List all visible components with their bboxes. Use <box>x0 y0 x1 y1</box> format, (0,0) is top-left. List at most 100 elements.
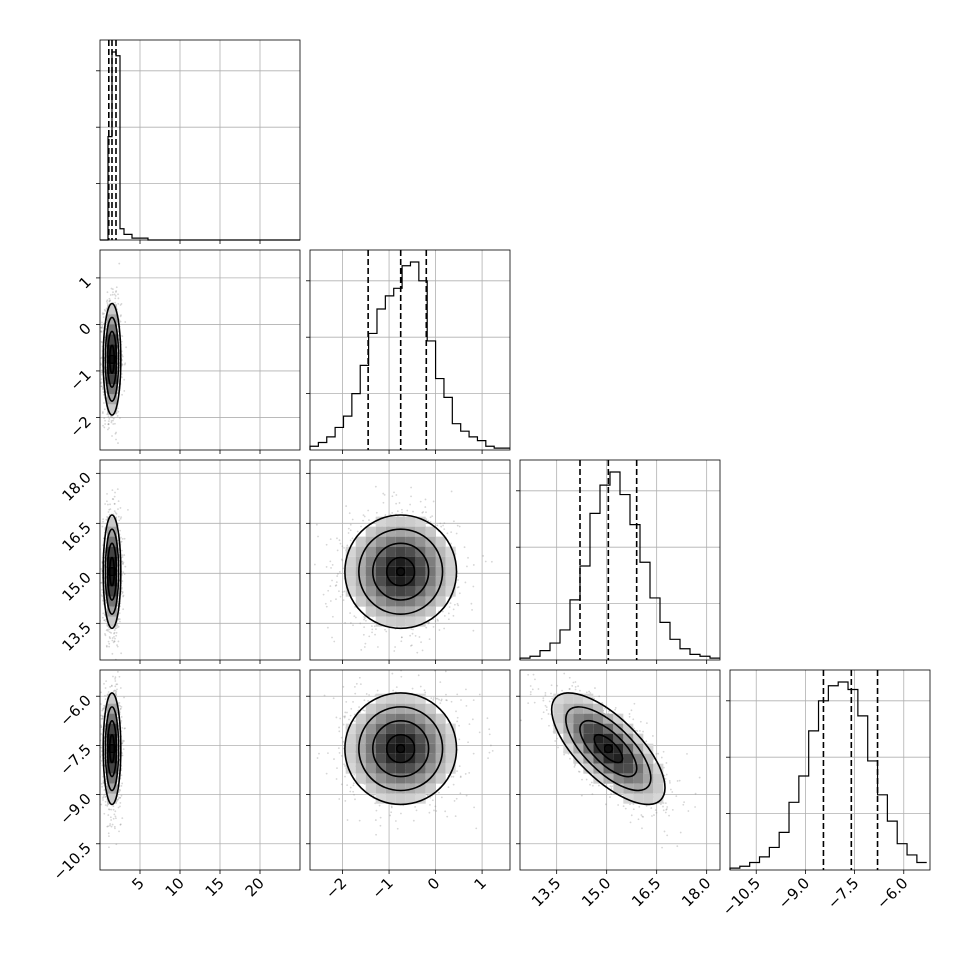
scatter-point <box>101 525 104 528</box>
scatter-point <box>101 369 103 372</box>
density-cell <box>107 404 117 415</box>
scatter-point <box>334 584 337 587</box>
density-cell <box>385 586 396 597</box>
scatter-point <box>108 427 110 429</box>
scatter-point <box>410 486 413 489</box>
scatter-point <box>472 585 475 588</box>
scatter-point <box>452 614 455 617</box>
scatter-point <box>416 651 419 654</box>
scatter-point <box>101 717 104 720</box>
scatter-point <box>400 508 403 511</box>
scatter-point <box>115 627 118 630</box>
density-cell <box>107 606 117 617</box>
density-cell <box>405 566 416 577</box>
density-cell <box>385 606 396 617</box>
scatter-point <box>122 571 125 574</box>
scatter-point <box>102 518 105 521</box>
scatter-point <box>114 691 117 694</box>
scatter-point <box>438 629 441 631</box>
diag-panel-2 <box>516 459 721 661</box>
scatter-point <box>119 507 122 509</box>
scatter-point <box>115 631 118 634</box>
density-cell <box>107 536 117 547</box>
scatter-point <box>114 637 116 640</box>
scatter-point <box>119 417 121 419</box>
scatter-point <box>105 629 108 632</box>
scatter-point <box>119 823 122 826</box>
density-cell <box>425 606 436 617</box>
scatter-point <box>106 291 109 294</box>
scatter-point <box>100 330 103 332</box>
scatter-point <box>116 798 119 801</box>
scatter-point <box>121 560 123 563</box>
density-cell <box>445 556 456 567</box>
scatter-point <box>336 572 339 575</box>
density-cell <box>395 546 406 557</box>
scatter-point <box>346 544 349 547</box>
scatter-point <box>119 620 121 623</box>
scatter-point <box>114 422 116 425</box>
density-cell <box>107 354 117 365</box>
scatter-point <box>105 537 108 540</box>
scatter-point <box>406 668 408 670</box>
scatter-point <box>113 629 116 632</box>
scatter-point <box>391 511 394 514</box>
scatter-point <box>113 502 116 505</box>
scatter-point <box>121 817 124 820</box>
scatter-point <box>443 522 446 524</box>
density-cell <box>395 526 406 537</box>
scatter-point <box>466 565 468 568</box>
scatter-point <box>111 637 114 639</box>
scatter-point <box>117 625 120 628</box>
scatter-point <box>123 573 126 575</box>
scatter-point <box>105 620 107 623</box>
scatter-point <box>110 287 113 290</box>
density-cell <box>375 606 386 617</box>
scatter-point <box>114 511 117 514</box>
scatter-point <box>117 515 120 518</box>
scatter-point <box>120 586 123 589</box>
scatter-point <box>107 640 110 643</box>
density-cell <box>445 586 456 597</box>
scatter-point <box>114 432 117 435</box>
scatter-point <box>123 554 126 556</box>
density-cell <box>425 526 436 537</box>
scatter-point <box>121 742 124 745</box>
scatter-point <box>118 830 120 833</box>
scatter-point <box>447 618 450 621</box>
density-cell <box>415 596 426 607</box>
density-cell <box>405 586 416 597</box>
density-cell <box>385 566 396 577</box>
histogram-step-3 <box>729 681 927 870</box>
scatter-point <box>106 428 109 431</box>
density-cell <box>445 566 456 577</box>
scatter-point <box>114 294 117 297</box>
scatter-point <box>115 683 118 686</box>
scatter-point <box>349 539 352 542</box>
contour-1-3 <box>102 514 122 630</box>
density-cell <box>385 546 396 557</box>
scatter-point <box>434 620 437 622</box>
scatter-point <box>109 637 111 640</box>
density-cell <box>375 616 386 627</box>
density-cell <box>405 516 416 527</box>
density-cell <box>107 304 117 315</box>
scatter-point <box>98 619 100 621</box>
scatter-point <box>117 442 119 444</box>
scatter-point <box>104 419 106 422</box>
density-cell <box>107 596 117 607</box>
scatter-point <box>122 608 125 611</box>
scatter-point <box>425 511 427 514</box>
density-cell <box>415 576 426 587</box>
diag-panel-3 <box>726 669 931 871</box>
scatter-point <box>112 817 115 820</box>
scatter-point <box>119 805 121 808</box>
scatter-point <box>101 595 104 598</box>
scatter-point <box>121 554 124 557</box>
scatter-point <box>111 639 114 642</box>
scatter-point <box>121 580 124 582</box>
scatter-point <box>446 668 448 670</box>
scatter-point <box>108 645 111 648</box>
density-cell <box>107 384 117 395</box>
scatter-point <box>385 630 388 633</box>
